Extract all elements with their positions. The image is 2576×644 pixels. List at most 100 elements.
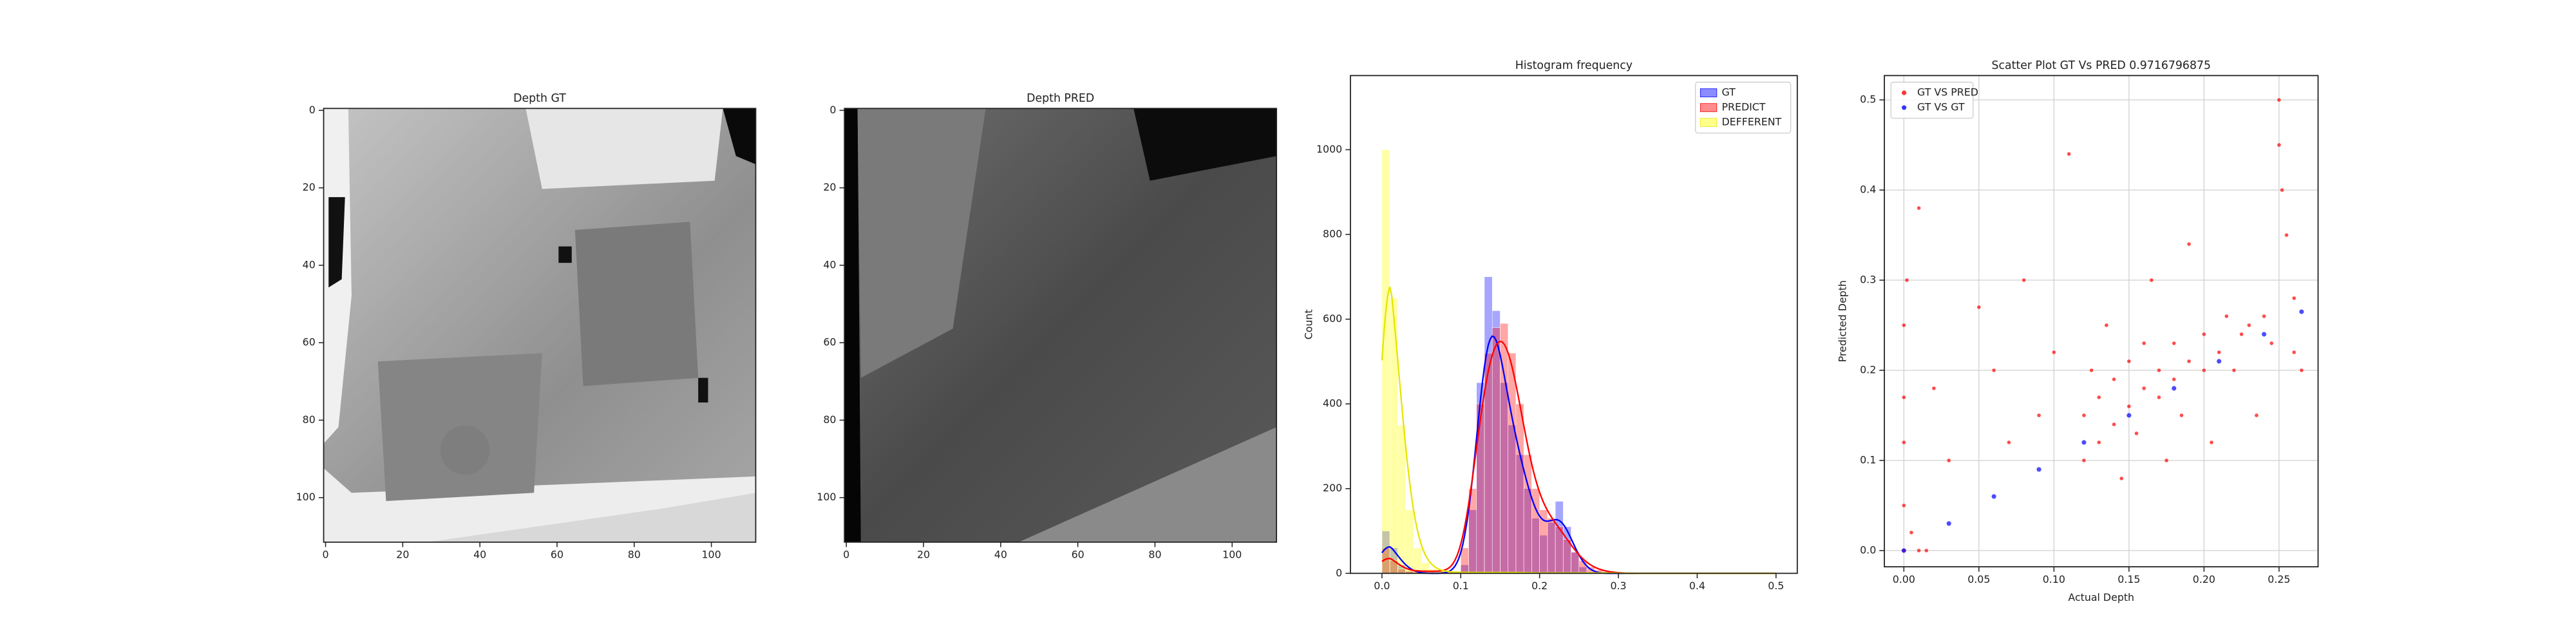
scatter-point bbox=[2052, 350, 2056, 354]
y-tick-label: 0 bbox=[309, 104, 316, 116]
scatter-point bbox=[1902, 504, 1906, 507]
scatter-point bbox=[1924, 549, 1929, 553]
x-tick-label: 0.05 bbox=[1967, 573, 1990, 585]
scatter-point bbox=[2134, 431, 2139, 435]
legend-swatch bbox=[1700, 88, 1718, 97]
axes-title: Scatter Plot GT Vs PRED 0.9716796875 bbox=[1991, 59, 2211, 72]
axes-title: Depth PRED bbox=[1027, 92, 1094, 105]
axes-frame bbox=[1884, 75, 2319, 567]
scatter-point bbox=[1901, 548, 1906, 553]
scatter-point bbox=[1902, 395, 1906, 399]
scatter-point bbox=[2127, 404, 2131, 408]
histogram-bar bbox=[1405, 509, 1414, 574]
legend-label: PREDICT bbox=[1721, 101, 1765, 113]
scatter-point bbox=[1991, 494, 1996, 499]
scatter-point bbox=[2112, 422, 2116, 426]
scatter-point bbox=[2097, 395, 2101, 399]
scatter-point bbox=[2097, 440, 2101, 444]
axes-frame bbox=[323, 108, 757, 543]
scatter-point bbox=[2280, 188, 2284, 192]
y-tick-label: 600 bbox=[1323, 312, 1342, 325]
scatter-point bbox=[2067, 152, 2071, 156]
axes-frame bbox=[844, 108, 1278, 543]
histogram-bar bbox=[1515, 403, 1524, 574]
y-tick-label: 60 bbox=[303, 336, 316, 348]
scatter-point bbox=[1917, 206, 1921, 210]
density-curve bbox=[1381, 287, 1776, 574]
plot-area bbox=[1901, 98, 2304, 553]
scatter-point bbox=[2157, 395, 2161, 399]
scatter-point bbox=[2292, 350, 2297, 354]
x-tick-label: 0.25 bbox=[2268, 573, 2290, 585]
histogram-bar bbox=[1397, 424, 1406, 574]
y-tick-label: 400 bbox=[1323, 397, 1342, 410]
legend-label: GT VS PRED bbox=[1917, 86, 1978, 99]
legend-label: DEFFERENT bbox=[1721, 116, 1781, 128]
scatter-point bbox=[1902, 323, 1906, 327]
x-tick-label: 80 bbox=[1148, 549, 1161, 561]
scatter-point bbox=[2022, 278, 2026, 282]
legend-box bbox=[1695, 81, 1792, 134]
scatter-point bbox=[1909, 531, 1913, 535]
y-tick-label: 1000 bbox=[1316, 143, 1342, 155]
histogram-bar bbox=[1413, 547, 1422, 574]
x-tick-label: 0.4 bbox=[1689, 580, 1705, 592]
scatter-point bbox=[2172, 341, 2176, 345]
y-tick-label: 100 bbox=[296, 491, 316, 503]
histogram-bar bbox=[1578, 560, 1587, 574]
x-tick-label: 0.20 bbox=[2193, 573, 2215, 585]
scatter-point bbox=[1932, 386, 1936, 390]
legend-marker bbox=[1902, 105, 1907, 110]
scatter-point bbox=[2119, 477, 2124, 480]
y-tick-label: 0.4 bbox=[1860, 184, 1876, 196]
histogram-bar bbox=[1508, 352, 1517, 574]
scatter-point bbox=[1917, 549, 1921, 553]
scatter-point bbox=[2187, 359, 2191, 363]
scatter-point bbox=[1902, 440, 1906, 444]
histogram-bar bbox=[1563, 539, 1571, 574]
scatter-point bbox=[2239, 332, 2244, 336]
density-curve bbox=[1381, 335, 1776, 574]
x-tick-label: 80 bbox=[628, 549, 641, 561]
scatter-point bbox=[2202, 332, 2206, 336]
scatter-point bbox=[1946, 521, 1951, 526]
x-tick-label: 0.2 bbox=[1531, 580, 1548, 592]
x-tick-label: 100 bbox=[702, 549, 721, 561]
y-tick-label: 80 bbox=[303, 413, 316, 426]
scatter-point bbox=[2082, 459, 2086, 462]
y-axis-label: Count bbox=[1303, 309, 1315, 339]
y-tick-label: 80 bbox=[823, 413, 836, 426]
scatter-point bbox=[2217, 350, 2221, 354]
x-tick-label: 0.0 bbox=[1374, 580, 1390, 592]
y-tick-label: 0 bbox=[1336, 567, 1342, 579]
x-tick-label: 20 bbox=[917, 549, 930, 561]
depth-gt-image bbox=[323, 108, 756, 542]
depth-pred-image bbox=[844, 108, 1277, 542]
scatter-point bbox=[2105, 323, 2108, 327]
scatter-point bbox=[2277, 143, 2281, 147]
axes-frame bbox=[1350, 75, 1798, 574]
y-tick-label: 200 bbox=[1323, 482, 1342, 494]
legend-swatch bbox=[1700, 118, 1718, 127]
scatter-point bbox=[2112, 377, 2116, 381]
scatter-point bbox=[1947, 459, 1951, 462]
scatter-point bbox=[2157, 368, 2161, 372]
y-tick-label: 800 bbox=[1323, 228, 1342, 240]
x-tick-label: 20 bbox=[396, 549, 409, 561]
x-tick-label: 60 bbox=[551, 549, 564, 561]
x-tick-label: 40 bbox=[994, 549, 1007, 561]
y-tick-label: 0.0 bbox=[1860, 544, 1876, 556]
y-tick-label: 40 bbox=[303, 258, 316, 270]
histogram-bar bbox=[1555, 526, 1564, 574]
scatter-point bbox=[2082, 413, 2086, 417]
scatter-point bbox=[2164, 459, 2168, 462]
x-tick-label: 100 bbox=[1222, 549, 1242, 561]
x-axis-label: Actual Depth bbox=[2068, 591, 2134, 603]
x-tick-label: 0 bbox=[323, 549, 329, 561]
scatter-point bbox=[2142, 341, 2146, 345]
scatter-point bbox=[2262, 332, 2267, 337]
x-tick-label: 0.1 bbox=[1453, 580, 1469, 592]
x-tick-label: 0 bbox=[843, 549, 849, 561]
scatter-point bbox=[2036, 467, 2041, 472]
